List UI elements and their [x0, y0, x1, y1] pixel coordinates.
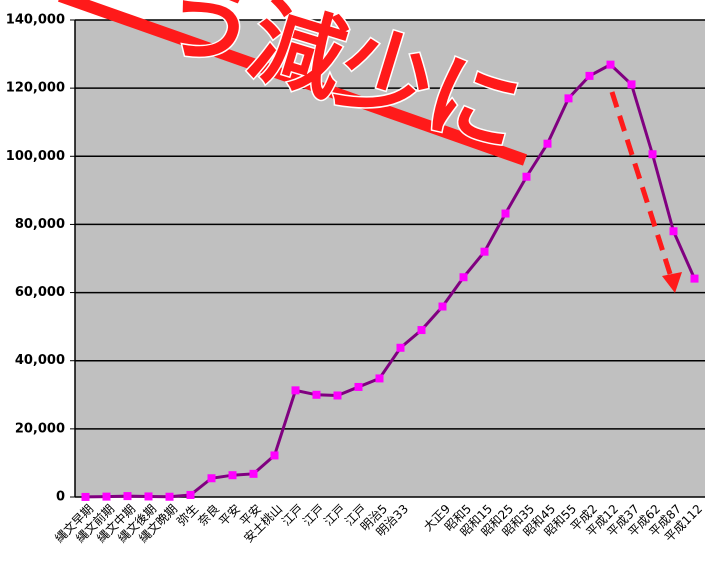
marker: [249, 469, 258, 478]
marker: [669, 227, 678, 236]
marker: [417, 326, 426, 335]
slash-line: [58, 0, 527, 166]
x-tick-label: 江戸: [279, 502, 306, 529]
marker: [438, 302, 447, 311]
marks: [81, 60, 699, 501]
marker: [333, 391, 342, 400]
marker: [627, 80, 636, 89]
x-tick-label: 奈良: [195, 501, 223, 529]
y-tick-label: 60,000: [15, 285, 65, 300]
marker: [144, 492, 153, 501]
marker: [522, 172, 531, 181]
marker: [648, 150, 657, 159]
marker: [501, 209, 510, 218]
arrow-head: [662, 272, 682, 293]
marker: [123, 492, 132, 501]
y-tick-label: 40,000: [15, 353, 65, 368]
marker: [165, 492, 174, 501]
y-tick-label: 120,000: [6, 81, 65, 96]
marker: [459, 273, 468, 282]
y-tick-label: 0: [56, 490, 65, 505]
marker: [585, 71, 594, 80]
y-tick-label: 100,000: [6, 149, 65, 164]
marker: [291, 386, 300, 395]
y-tick-label: 140,000: [6, 13, 65, 28]
marker: [354, 382, 363, 391]
trend-arrow: [609, 91, 675, 281]
marker: [375, 374, 384, 383]
marker: [312, 390, 321, 399]
marker: [228, 471, 237, 480]
y-tick-label: 20,000: [15, 421, 65, 436]
marker: [690, 274, 699, 283]
marker: [396, 343, 405, 352]
marker: [102, 492, 111, 501]
x-tick-label: 江戸: [300, 502, 327, 529]
marker: [81, 492, 90, 501]
plot-area: [75, 20, 705, 497]
marker: [480, 247, 489, 256]
marker: [270, 451, 279, 460]
x-tick-label: 弥生: [174, 501, 202, 529]
marker: [543, 139, 552, 148]
marker: [207, 474, 216, 483]
marker: [606, 60, 615, 69]
marker: [564, 94, 573, 103]
marker: [186, 490, 195, 499]
x-tick-label: 江戸: [321, 502, 348, 529]
y-tick-label: 80,000: [15, 217, 65, 232]
x-tick-label: 平安: [216, 501, 244, 529]
